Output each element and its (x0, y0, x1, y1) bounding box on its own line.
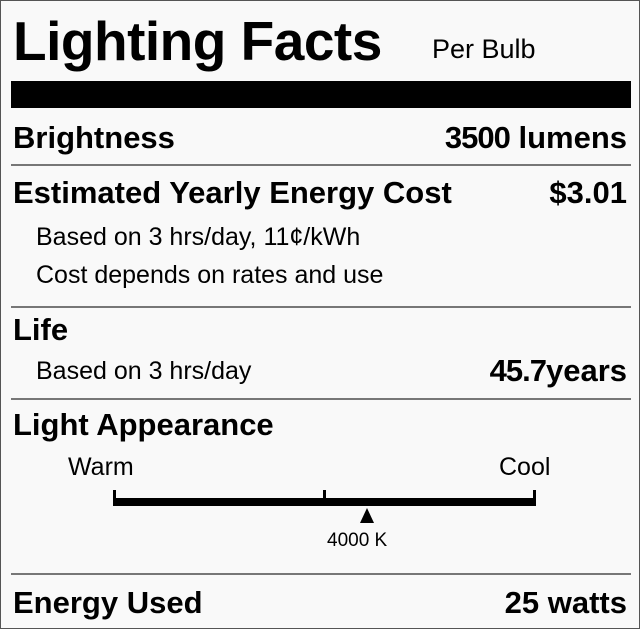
energy-cost-note-1: Based on 3 hrs/day, 11¢/kWh (36, 223, 361, 251)
label-subtitle: Per Bulb (432, 34, 536, 64)
color-temperature-value: 4000 K (327, 530, 388, 551)
color-temperature-marker (360, 508, 375, 523)
scale-tick (323, 490, 326, 506)
life-value: 45.7years (489, 353, 627, 388)
light-appearance-label: Light Appearance (13, 407, 274, 442)
cool-label: Cool (499, 453, 551, 481)
divider (11, 164, 631, 166)
life-note: Based on 3 hrs/day (36, 357, 252, 385)
divider (11, 306, 631, 308)
header-bar (11, 81, 631, 108)
energy-cost-value: $3.01 (549, 175, 627, 210)
life-label: Life (13, 312, 69, 347)
energy-cost-label: Estimated Yearly Energy Cost (13, 175, 452, 210)
label-title: Lighting Facts (13, 10, 382, 72)
brightness-label: Brightness (13, 120, 175, 155)
brightness-value: 3500 lumens (444, 120, 627, 155)
energy-used-label: Energy Used (13, 585, 203, 620)
scale-tick (533, 490, 536, 506)
scale-tick (113, 490, 116, 506)
energy-cost-note-2: Cost depends on rates and use (36, 261, 384, 289)
divider (11, 398, 631, 400)
divider (11, 573, 631, 575)
energy-used-value: 25 watts (504, 585, 627, 620)
warm-label: Warm (68, 453, 134, 481)
